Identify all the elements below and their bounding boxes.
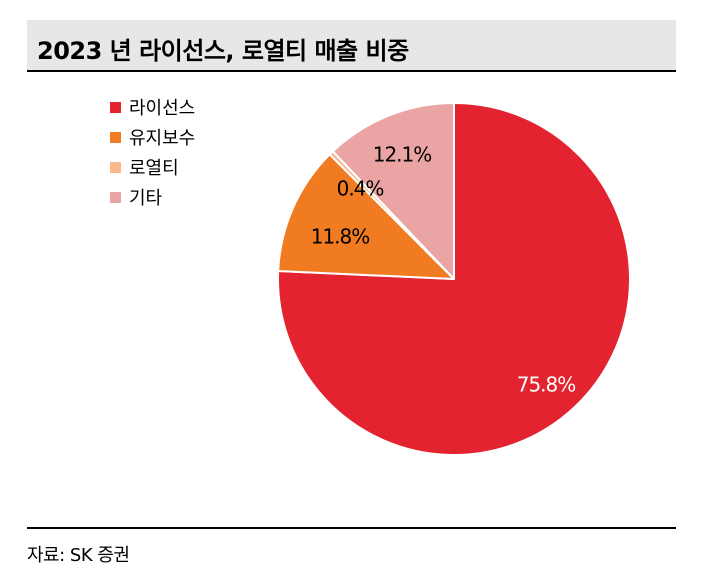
legend-label-1: 라이선스 [129,98,196,119]
legend-swatch-3 [110,161,121,173]
footer-divider [27,527,676,529]
source-note: 자료: SK 증권 [27,545,130,566]
legend-label-3: 로열티 [129,158,179,179]
slice-data-label-1: 75.8% [517,373,576,397]
legend-label-2: 유지보수 [129,128,196,149]
slice-data-label-4: 12.1% [373,143,432,167]
legend-item-1: 라이선스 [110,92,195,122]
slice-data-label-3: 0.4% [337,177,384,201]
legend-swatch-1 [110,101,121,113]
legend-item-4: 기타 [110,182,195,212]
legend-swatch-2 [110,131,121,143]
pie-slice-4 [331,102,455,280]
page-title: 2023 년 라이선스, 로열티 매출 비중 [37,37,409,65]
legend-label-4: 기타 [129,188,163,209]
pie-slice-2 [277,153,455,280]
title-bar: 2023 년 라이선스, 로열티 매출 비중 [27,20,676,72]
legend-item-3: 로열티 [110,152,195,182]
legend-item-2: 유지보수 [110,122,195,152]
legend-swatch-4 [110,191,121,203]
slice-data-label-2: 11.8% [311,225,370,249]
